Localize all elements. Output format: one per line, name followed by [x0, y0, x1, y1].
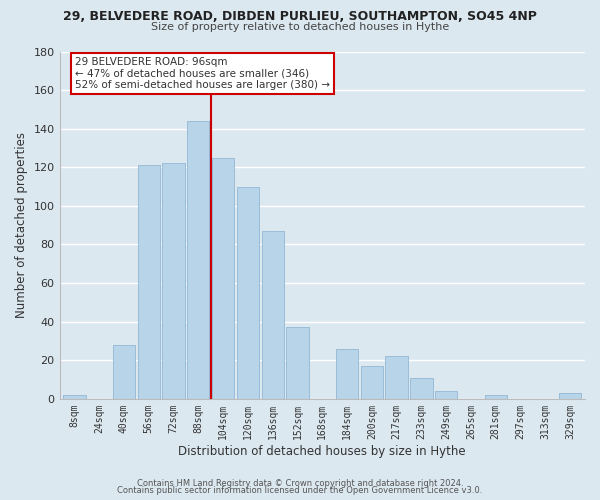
Bar	[286, 328, 308, 399]
Bar	[410, 378, 433, 399]
Bar	[336, 348, 358, 399]
Bar	[237, 186, 259, 399]
Bar	[435, 391, 457, 399]
Bar	[212, 158, 234, 399]
Bar	[113, 345, 135, 399]
X-axis label: Distribution of detached houses by size in Hythe: Distribution of detached houses by size …	[178, 444, 466, 458]
Bar	[63, 395, 86, 399]
Bar	[361, 366, 383, 399]
Bar	[262, 231, 284, 399]
Text: Contains public sector information licensed under the Open Government Licence v3: Contains public sector information licen…	[118, 486, 482, 495]
Text: Size of property relative to detached houses in Hythe: Size of property relative to detached ho…	[151, 22, 449, 32]
Bar	[137, 166, 160, 399]
Bar	[163, 164, 185, 399]
Text: Contains HM Land Registry data © Crown copyright and database right 2024.: Contains HM Land Registry data © Crown c…	[137, 478, 463, 488]
Text: 29 BELVEDERE ROAD: 96sqm
← 47% of detached houses are smaller (346)
52% of semi-: 29 BELVEDERE ROAD: 96sqm ← 47% of detach…	[76, 56, 331, 90]
Bar	[385, 356, 408, 399]
Bar	[559, 393, 581, 399]
Bar	[485, 395, 507, 399]
Text: 29, BELVEDERE ROAD, DIBDEN PURLIEU, SOUTHAMPTON, SO45 4NP: 29, BELVEDERE ROAD, DIBDEN PURLIEU, SOUT…	[63, 10, 537, 23]
Bar	[187, 121, 209, 399]
Y-axis label: Number of detached properties: Number of detached properties	[15, 132, 28, 318]
